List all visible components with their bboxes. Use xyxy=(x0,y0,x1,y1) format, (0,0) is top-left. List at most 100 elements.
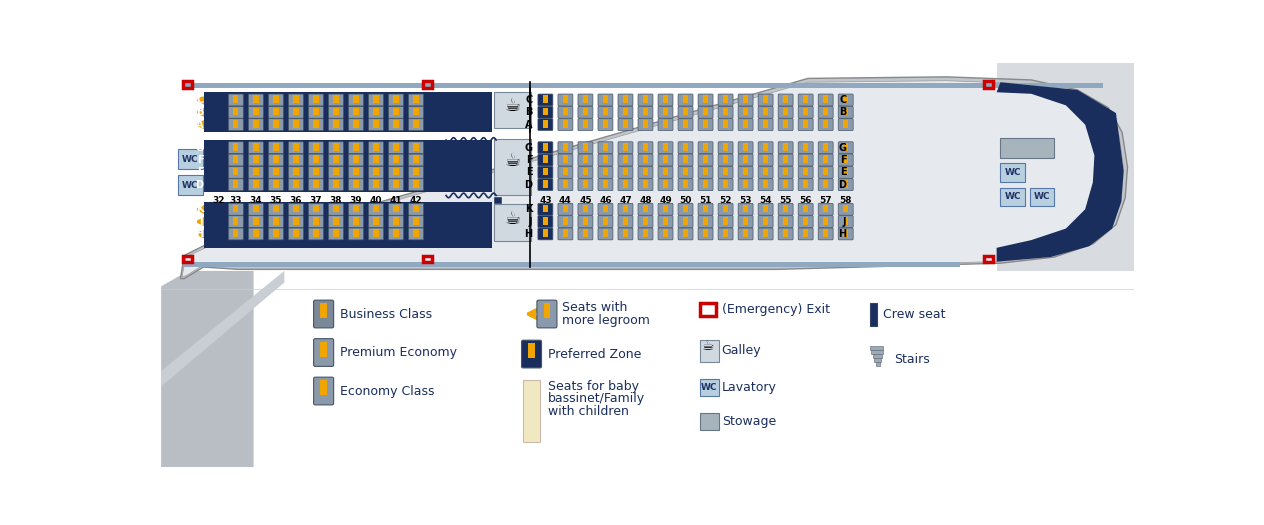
Bar xyxy=(373,108,379,115)
Bar xyxy=(293,167,298,175)
Bar xyxy=(253,96,259,103)
FancyBboxPatch shape xyxy=(598,203,613,215)
Bar xyxy=(528,343,535,358)
FancyBboxPatch shape xyxy=(598,107,613,118)
FancyBboxPatch shape xyxy=(349,178,364,191)
FancyBboxPatch shape xyxy=(678,154,693,166)
FancyBboxPatch shape xyxy=(718,154,733,166)
Bar xyxy=(723,217,728,225)
Bar xyxy=(843,120,848,128)
FancyBboxPatch shape xyxy=(557,142,573,154)
FancyBboxPatch shape xyxy=(369,216,383,227)
Text: C: C xyxy=(839,95,847,105)
FancyBboxPatch shape xyxy=(678,203,693,215)
Bar xyxy=(843,180,848,187)
Bar xyxy=(723,108,728,115)
Bar xyxy=(823,205,828,212)
FancyBboxPatch shape xyxy=(268,142,283,154)
FancyBboxPatch shape xyxy=(408,228,423,240)
Bar xyxy=(413,155,418,163)
Bar xyxy=(643,143,648,151)
Bar xyxy=(782,155,789,163)
Bar xyxy=(743,120,748,128)
Bar xyxy=(354,205,359,212)
Bar xyxy=(662,229,669,237)
FancyBboxPatch shape xyxy=(578,94,593,106)
Text: 49: 49 xyxy=(659,196,672,205)
Text: Lavatory: Lavatory xyxy=(722,381,776,394)
FancyBboxPatch shape xyxy=(313,377,334,405)
FancyBboxPatch shape xyxy=(738,216,753,227)
Bar xyxy=(843,167,848,175)
FancyBboxPatch shape xyxy=(838,142,853,154)
Bar xyxy=(313,155,319,163)
FancyBboxPatch shape xyxy=(618,203,633,215)
Bar xyxy=(204,92,492,132)
Bar xyxy=(803,205,808,212)
Bar xyxy=(782,229,789,237)
Bar xyxy=(313,167,319,175)
Bar xyxy=(763,229,769,237)
Polygon shape xyxy=(996,82,1124,261)
FancyBboxPatch shape xyxy=(618,119,633,131)
Bar xyxy=(562,108,568,115)
Bar xyxy=(603,180,608,187)
FancyBboxPatch shape xyxy=(578,216,593,227)
Bar xyxy=(743,143,748,151)
FancyBboxPatch shape xyxy=(798,203,813,215)
Bar xyxy=(763,143,769,151)
FancyBboxPatch shape xyxy=(638,216,653,227)
FancyBboxPatch shape xyxy=(698,216,713,227)
Bar xyxy=(204,202,492,248)
Bar xyxy=(234,108,239,115)
FancyBboxPatch shape xyxy=(329,178,344,191)
Bar xyxy=(313,108,319,115)
Bar xyxy=(413,180,418,187)
FancyBboxPatch shape xyxy=(618,94,633,106)
Text: WC: WC xyxy=(182,155,198,164)
Bar xyxy=(662,120,669,128)
Bar xyxy=(178,149,202,169)
FancyBboxPatch shape xyxy=(388,142,403,154)
Bar xyxy=(253,217,259,225)
Polygon shape xyxy=(162,271,254,467)
FancyBboxPatch shape xyxy=(349,154,364,166)
Text: F: F xyxy=(197,155,204,165)
Text: B: B xyxy=(839,107,847,117)
Bar xyxy=(562,96,568,103)
Bar xyxy=(334,155,339,163)
FancyBboxPatch shape xyxy=(758,107,774,118)
FancyBboxPatch shape xyxy=(659,154,672,166)
Bar xyxy=(583,120,588,128)
FancyBboxPatch shape xyxy=(818,107,833,118)
Text: B: B xyxy=(196,107,204,117)
Bar xyxy=(413,108,418,115)
Bar xyxy=(743,108,748,115)
FancyBboxPatch shape xyxy=(557,178,573,191)
Bar xyxy=(703,108,708,115)
Bar xyxy=(623,167,628,175)
FancyBboxPatch shape xyxy=(537,300,557,328)
Bar xyxy=(373,120,379,128)
Bar xyxy=(703,217,708,225)
Bar xyxy=(723,143,728,151)
FancyBboxPatch shape xyxy=(838,166,853,179)
Bar xyxy=(643,180,648,187)
FancyBboxPatch shape xyxy=(388,166,403,179)
Bar xyxy=(234,120,239,128)
Bar xyxy=(413,167,418,175)
FancyBboxPatch shape xyxy=(349,142,364,154)
FancyBboxPatch shape xyxy=(369,228,383,240)
FancyBboxPatch shape xyxy=(659,107,672,118)
FancyBboxPatch shape xyxy=(758,216,774,227)
Bar xyxy=(354,155,359,163)
FancyBboxPatch shape xyxy=(557,166,573,179)
Bar xyxy=(823,120,828,128)
FancyBboxPatch shape xyxy=(798,107,813,118)
Text: 58: 58 xyxy=(839,196,852,205)
Bar xyxy=(583,229,588,237)
Bar xyxy=(234,205,239,212)
Bar xyxy=(544,303,550,318)
Bar xyxy=(273,108,278,115)
Bar xyxy=(562,120,568,128)
